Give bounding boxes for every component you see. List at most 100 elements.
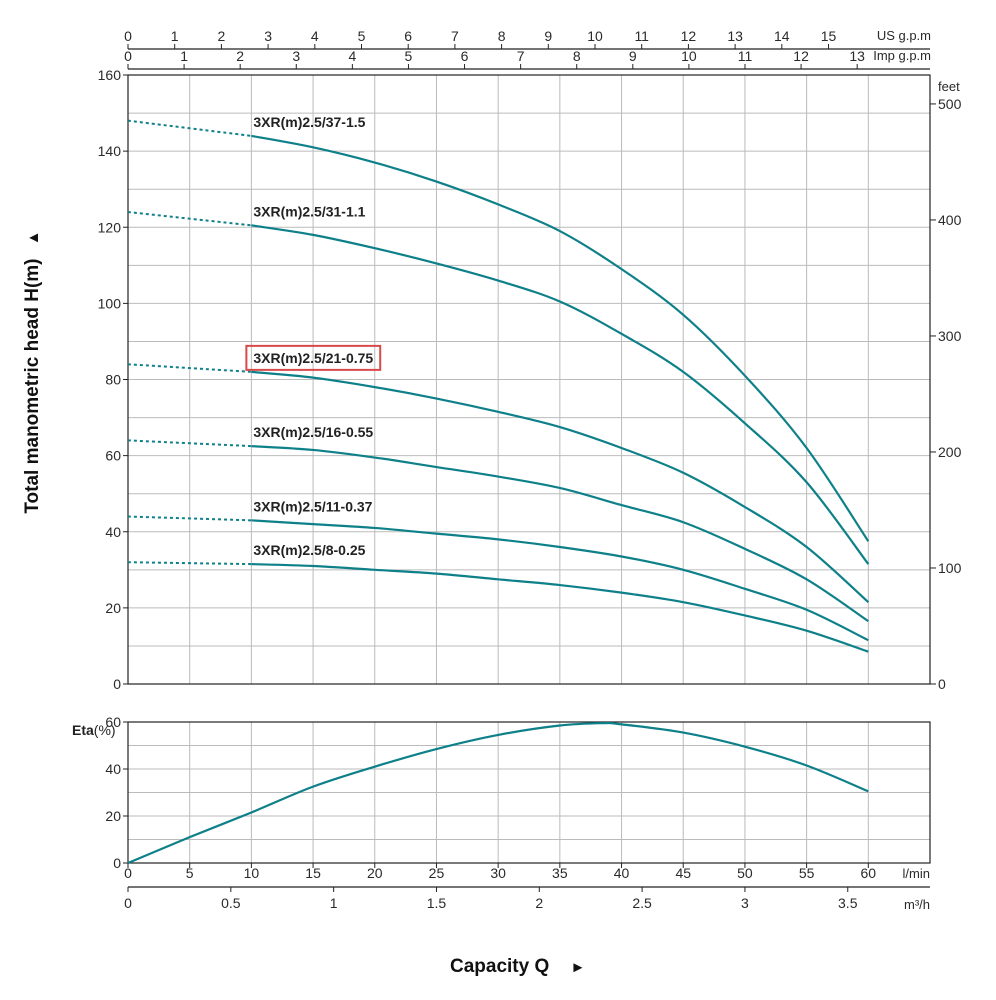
head-curve-5 (251, 563, 869, 653)
eta-plot-frame (127, 721, 931, 864)
lmin-unit-label: l/min (903, 866, 930, 881)
curve-label-4: 3XR(m)2.5/11-0.37 (253, 498, 372, 514)
curve-label-2: 3XR(m)2.5/21-0.75 (253, 350, 373, 366)
us-gpm-tick-label: 11 (634, 28, 649, 44)
head-curve-dashed-5 (127, 561, 252, 566)
imp-gpm-unit-label: Imp g.p.m (873, 48, 931, 63)
head-curve-2 (251, 370, 870, 603)
us-gpm-tick-label: 0 (124, 28, 132, 44)
eta-grid (128, 721, 930, 863)
head-y-tick-label: 100 (98, 295, 122, 311)
eta-axis-title: Eta(%) (72, 722, 116, 738)
m3h-tick-label: 2.5 (632, 895, 652, 911)
us-gpm-tick-label: 8 (498, 28, 506, 44)
us-gpm-tick-label: 14 (774, 28, 790, 44)
m3h-unit-label: m³/h (904, 897, 930, 912)
imp-gpm-tick-label: 5 (405, 48, 413, 64)
y-axis-title: Total manometric head H(m) ▲ (22, 230, 43, 513)
imp-gpm-tick-label: 8 (573, 48, 581, 64)
eta-y-tick-label: 40 (105, 761, 121, 777)
us-gpm-tick-label: 5 (358, 28, 366, 44)
imp-gpm-tick-label: 11 (738, 48, 753, 64)
imp-gpm-tick-label: 6 (461, 48, 469, 64)
us-gpm-tick-label: 7 (451, 28, 459, 44)
eta-line (127, 721, 869, 865)
lmin-tick-label: 30 (490, 865, 506, 881)
lmin-tick-label: 0 (124, 865, 132, 881)
head-y-tick-label: 120 (98, 219, 122, 235)
head-curve-dashed-0 (127, 119, 252, 137)
eta-y-tick-label: 60 (105, 714, 121, 730)
us-gpm-tick-label: 9 (544, 28, 552, 44)
m3h-tick-label: 3.5 (838, 895, 858, 911)
imp-gpm-tick-label: 3 (292, 48, 300, 64)
eta-y-tick-label: 0 (113, 855, 121, 871)
imp-gpm-tick-label: 12 (793, 48, 809, 64)
us-gpm-tick-label: 10 (587, 28, 603, 44)
imp-gpm-tick-label: 7 (517, 48, 525, 64)
us-gpm-tick-label: 1 (171, 28, 179, 44)
m3h-tick-label: 0 (124, 895, 132, 911)
feet-tick-label: 500 (938, 96, 962, 112)
lmin-axis: 0 5 10 15 20 25 30 35 40 45 50 55 60 l/min (124, 863, 930, 881)
imp-gpm-tick-label: 4 (348, 48, 356, 64)
imp-gpm-tick-label: 1 (180, 48, 188, 64)
feet-tick-label: 200 (938, 444, 962, 460)
curve-label-0: 3XR(m)2.5/37-1.5 (253, 114, 365, 130)
imp-gpm-tick-label: 9 (629, 48, 637, 64)
lmin-tick-label: 15 (305, 865, 321, 881)
lmin-tick-label: 35 (552, 865, 568, 881)
feet-unit-label: feet (938, 79, 960, 94)
lmin-tick-label: 25 (429, 865, 445, 881)
eta-y-axis: 0 20 40 60 (105, 714, 128, 871)
curve-label-1: 3XR(m)2.5/31-1.1 (253, 203, 365, 219)
imp-gpm-tick-label: 13 (849, 48, 865, 64)
lmin-tick-label: 5 (186, 865, 194, 881)
imp-gpm-axis: 0 1 2 3 4 5 6 7 8 9 10 11 12 13 Imp g.p.m (124, 48, 931, 70)
lmin-tick-label: 45 (675, 865, 691, 881)
head-curve-1 (251, 224, 870, 565)
head-y-tick-label: 160 (98, 67, 122, 83)
m3h-tick-label: 1 (330, 895, 338, 911)
us-gpm-tick-label: 13 (727, 28, 743, 44)
lmin-tick-label: 20 (367, 865, 383, 881)
us-gpm-tick-label: 2 (218, 28, 226, 44)
head-curves (127, 119, 870, 653)
curve-labels: 3XR(m)2.5/37-1.5 3XR(m)2.5/31-1.1 3XR(m)2.… (245, 114, 382, 558)
feet-tick-label: 400 (938, 212, 962, 228)
head-y-axis: 0 20 40 60 80 100 120 140 160 (98, 67, 128, 692)
feet-tick-label: 0 (938, 676, 946, 692)
head-grid (128, 75, 930, 684)
head-curve-dashed-2 (127, 363, 252, 373)
m3h-tick-label: 2 (535, 895, 543, 911)
head-y-tick-label: 40 (105, 524, 121, 540)
feet-tick-label: 100 (938, 560, 962, 576)
head-y-tick-label: 20 (105, 600, 121, 616)
lmin-tick-label: 50 (737, 865, 753, 881)
x-axis-title: Capacity Q ► (450, 956, 585, 977)
lmin-tick-label: 55 (799, 865, 815, 881)
imp-gpm-tick-label: 0 (124, 48, 132, 64)
us-gpm-tick-label: 3 (264, 28, 272, 44)
lmin-tick-label: 10 (244, 865, 260, 881)
curve-label-5: 3XR(m)2.5/8-0.25 (253, 542, 365, 558)
eta-curve (127, 721, 869, 865)
m3h-tick-label: 3 (741, 895, 749, 911)
lmin-tick-label: 40 (614, 865, 630, 881)
feet-axis: 0 100 200 300 400 500 feet (930, 79, 962, 692)
head-curve-dashed-3 (127, 439, 252, 448)
curve-label-3: 3XR(m)2.5/16-0.55 (253, 424, 373, 440)
us-gpm-tick-label: 15 (821, 28, 837, 44)
feet-tick-label: 300 (938, 328, 962, 344)
highlight-box (245, 344, 382, 371)
head-curve-4 (251, 519, 869, 642)
us-gpm-tick-label: 12 (681, 28, 697, 44)
us-gpm-axis: 0 1 2 3 4 5 6 7 8 9 10 11 12 13 14 15 US g.p.m (124, 28, 931, 50)
head-y-tick-label: 60 (105, 448, 121, 464)
lmin-tick-label: 60 (861, 865, 877, 881)
us-gpm-tick-label: 6 (404, 28, 412, 44)
m3h-tick-label: 0.5 (221, 895, 241, 911)
